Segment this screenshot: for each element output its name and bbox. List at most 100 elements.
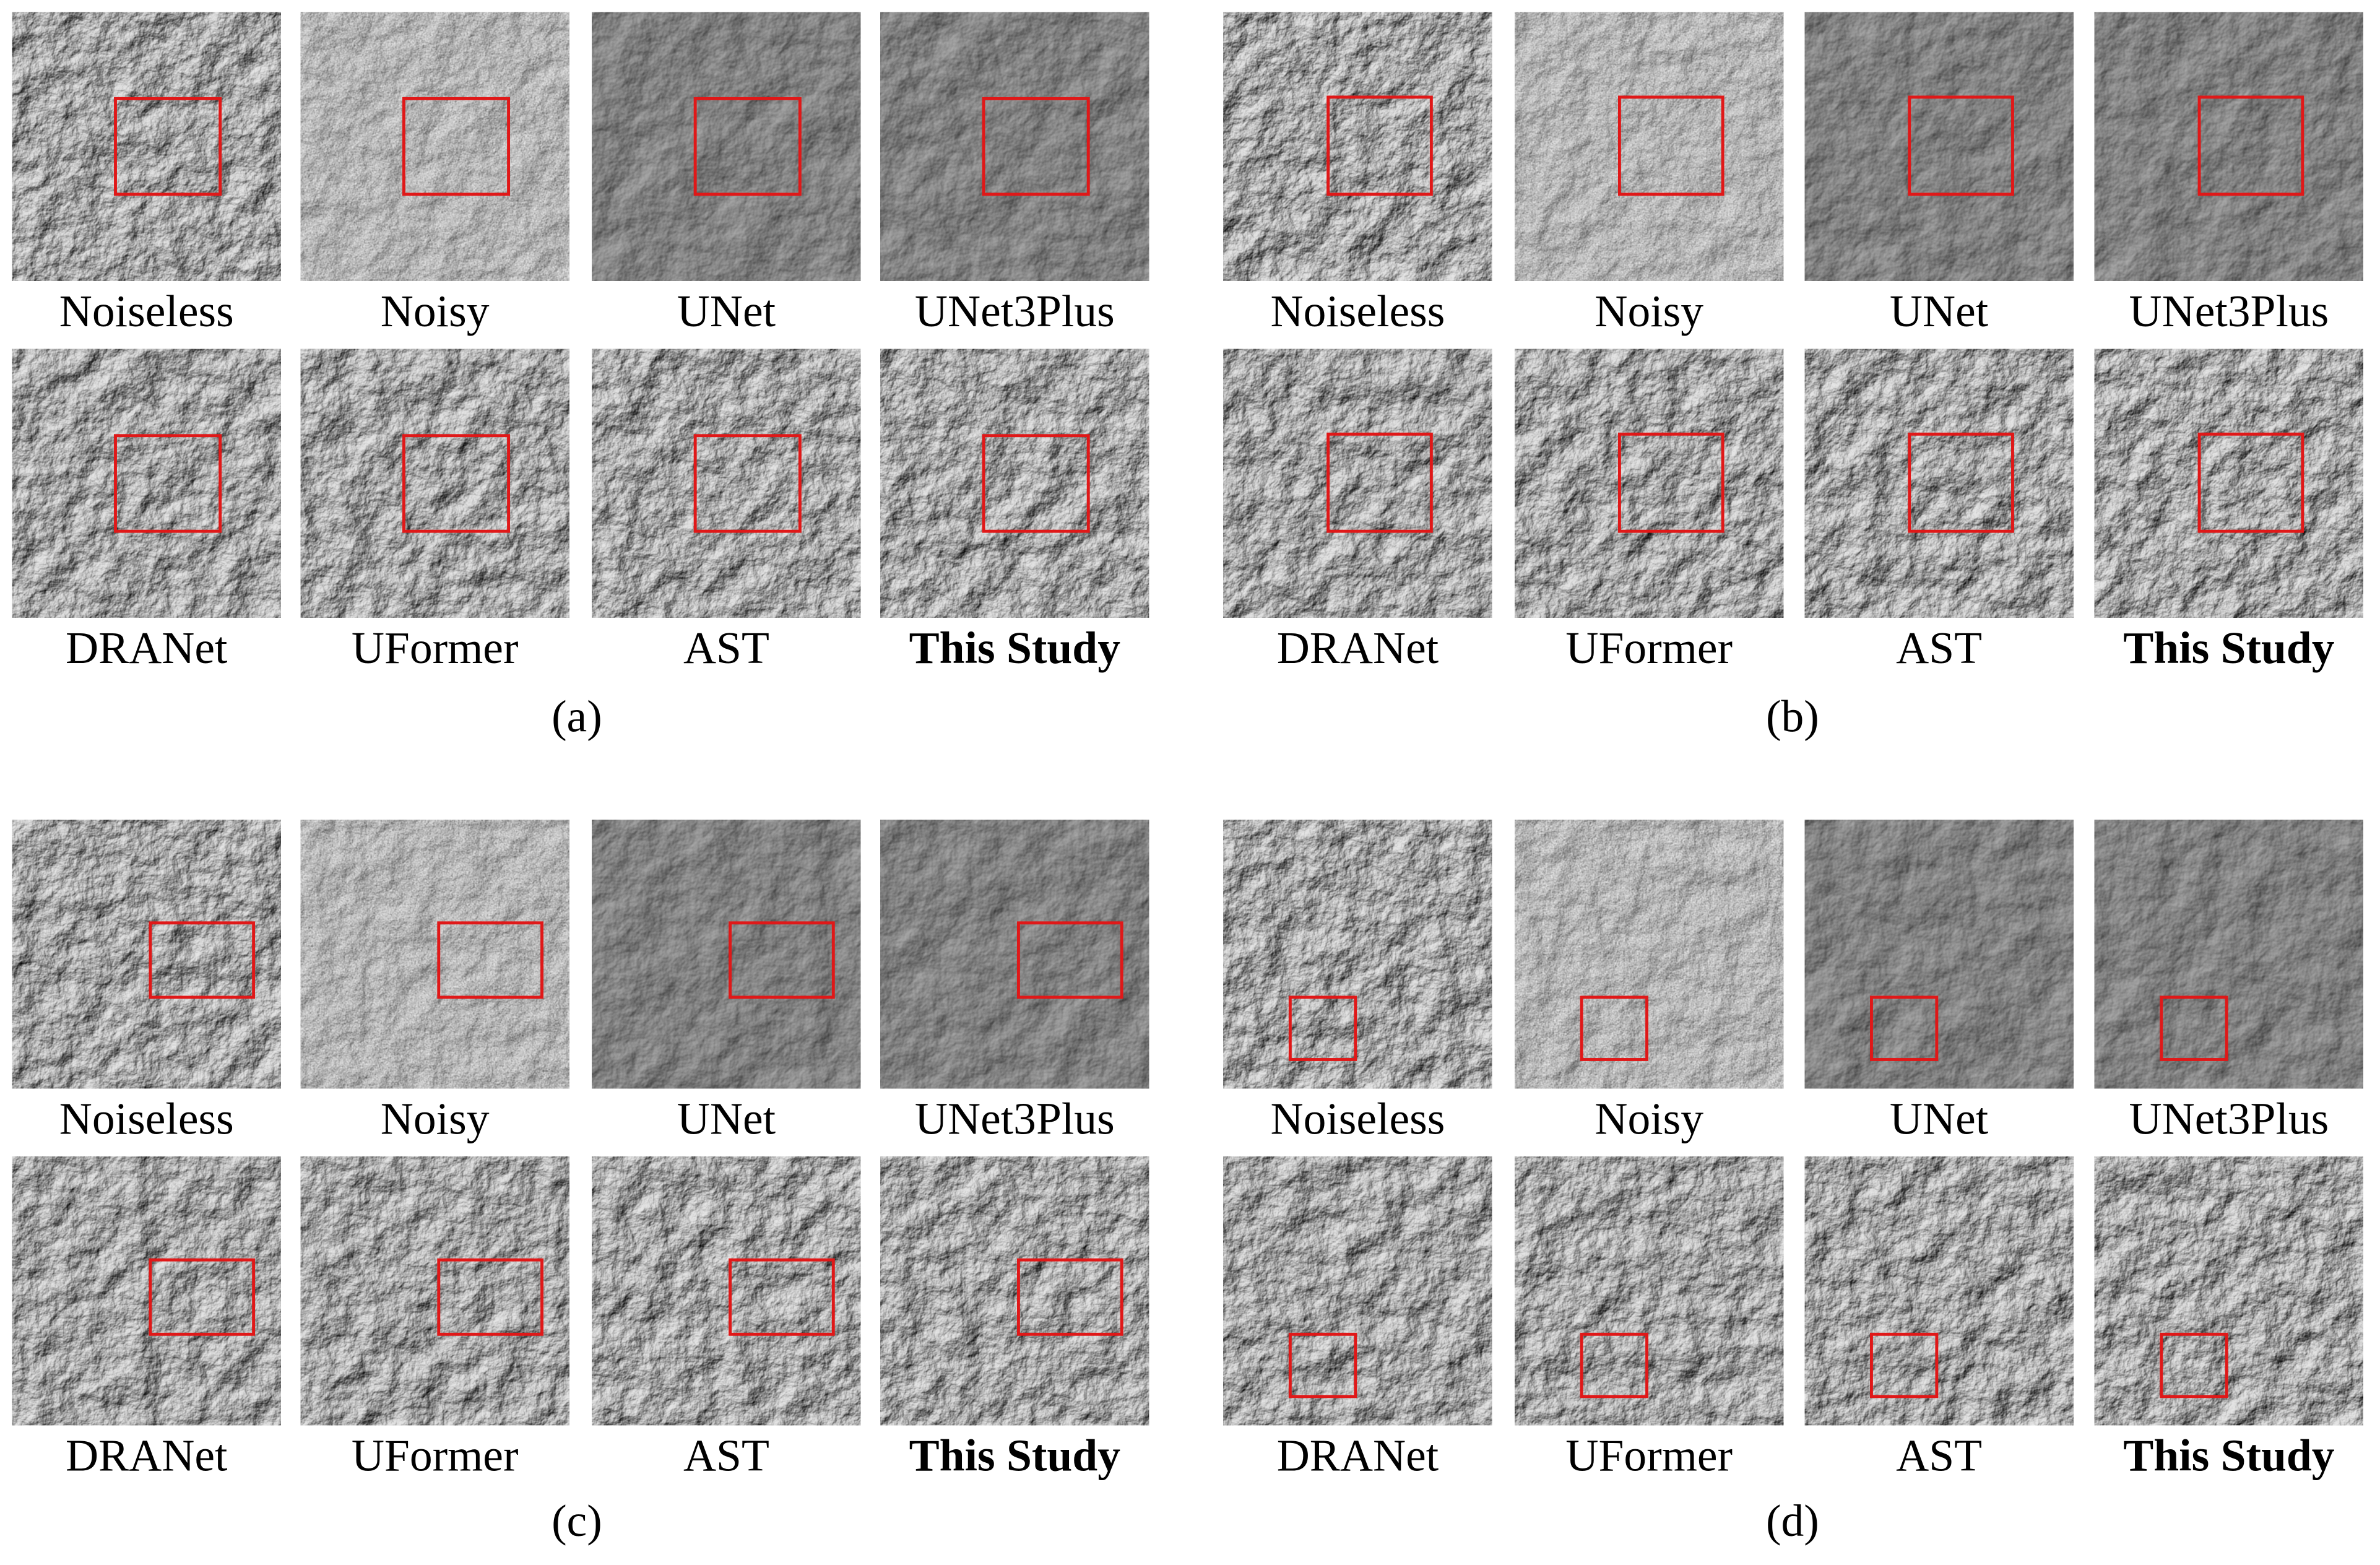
tile-label: Noiseless (59, 1093, 234, 1143)
tile-image (1515, 1156, 1784, 1426)
highlight-box (693, 434, 802, 533)
tile-image (1223, 349, 1492, 618)
tile-label: This Study (909, 622, 1121, 673)
tile-label: DRANet (1277, 1430, 1439, 1481)
tile-label: AST (683, 1430, 769, 1481)
panel-caption: (a) (552, 691, 602, 742)
tile-label: UNet (677, 1093, 776, 1143)
highlight-box (1617, 95, 1724, 196)
tile-label: UNet (1890, 285, 1988, 336)
highlight-box (1869, 1332, 1939, 1398)
tile-image (880, 12, 1149, 281)
tile-label: Noisy (381, 285, 490, 336)
tile-image (1804, 1156, 2074, 1426)
tile-image (12, 12, 281, 281)
tile-label: Noiseless (59, 285, 234, 336)
highlight-box (402, 434, 511, 533)
tile-label: Noisy (381, 1093, 490, 1143)
highlight-box (1617, 432, 1724, 533)
tile-image (1515, 12, 1784, 281)
tile-image (1515, 349, 1784, 618)
highlight-box (149, 921, 256, 999)
highlight-box (114, 97, 222, 196)
tile-label: AST (1896, 1430, 1982, 1481)
panel: Noiseless Noisy UNet UNet3Plus DRANet UFormer… (1223, 12, 2363, 742)
panel-caption: (d) (1766, 1495, 1819, 1546)
highlight-box (1908, 432, 2014, 533)
tile-image (12, 1156, 281, 1426)
highlight-box (149, 1258, 256, 1336)
tile-label: Noisy (1595, 1093, 1703, 1143)
tile-label: UNet (677, 285, 776, 336)
tile-image (1223, 820, 1492, 1089)
panel: Noiseless Noisy UNet UNet3Plus DRANet UFormer… (1223, 820, 2363, 1546)
tile-image (300, 1156, 569, 1426)
tile-image (300, 349, 569, 618)
highlight-box (1580, 995, 1649, 1061)
tile-label: DRANet (66, 1430, 227, 1481)
highlight-box (1326, 95, 1433, 196)
highlight-box (402, 97, 511, 196)
tile-image (1223, 1156, 1492, 1426)
tile-label: UNet3Plus (2129, 285, 2329, 336)
highlight-box (2160, 1332, 2228, 1398)
tile-label: UNet3Plus (915, 285, 1115, 336)
tile-label: UFormer (352, 622, 519, 673)
tile-image (880, 349, 1149, 618)
tile-label: Noiseless (1270, 285, 1445, 336)
highlight-box (1288, 1332, 1357, 1398)
tile-image (300, 12, 569, 281)
tile-image (880, 1156, 1149, 1426)
highlight-box (982, 434, 1090, 533)
highlight-box (982, 97, 1090, 196)
highlight-box (437, 1258, 543, 1336)
panel-caption: (c) (552, 1495, 602, 1546)
highlight-box (2160, 995, 2228, 1061)
tile-image (1804, 349, 2074, 618)
tile-label: This Study (909, 1430, 1121, 1481)
tile-label: UFormer (1565, 1430, 1733, 1481)
tile-image (1804, 12, 2074, 281)
tile-label: UNet3Plus (915, 1093, 1115, 1143)
highlight-box (2197, 95, 2304, 196)
tile-image (2094, 1156, 2363, 1426)
highlight-box (114, 434, 222, 533)
tile-image (12, 349, 281, 618)
tile-image (300, 820, 569, 1089)
highlight-box (1326, 432, 1433, 533)
tile-label: UNet (1890, 1093, 1988, 1143)
tile-image (1804, 820, 2074, 1089)
tile-image (1223, 12, 1492, 281)
tile-image (2094, 820, 2363, 1089)
panel-caption: (b) (1766, 691, 1819, 742)
tile-image (12, 820, 281, 1089)
tile-label: This Study (2123, 622, 2335, 673)
tile-image (1515, 820, 1784, 1089)
highlight-box (729, 1258, 835, 1336)
panel: Noiseless Noisy UNet UNet3Plus DRANet UFormer… (12, 12, 1149, 742)
highlight-box (437, 921, 543, 999)
highlight-box (729, 921, 835, 999)
tile-image (592, 820, 861, 1089)
highlight-box (1016, 921, 1123, 999)
highlight-box (1016, 1258, 1123, 1336)
highlight-box (1580, 1332, 1649, 1398)
tile-image (2094, 349, 2363, 618)
highlight-box (2197, 432, 2304, 533)
tile-image (592, 1156, 861, 1426)
tile-label: Noisy (1595, 285, 1703, 336)
highlight-box (693, 97, 802, 196)
tile-image (592, 349, 861, 618)
tile-label: AST (1896, 622, 1982, 673)
tile-label: This Study (2123, 1430, 2335, 1481)
highlight-box (1288, 995, 1357, 1061)
tile-image (880, 820, 1149, 1089)
panel: Noiseless Noisy UNet UNet3Plus DRANet UFormer… (12, 820, 1149, 1546)
highlight-box (1869, 995, 1939, 1061)
tile-image (2094, 12, 2363, 281)
tile-label: UFormer (352, 1430, 519, 1481)
tile-label: UNet3Plus (2129, 1093, 2329, 1143)
highlight-box (1908, 95, 2014, 196)
